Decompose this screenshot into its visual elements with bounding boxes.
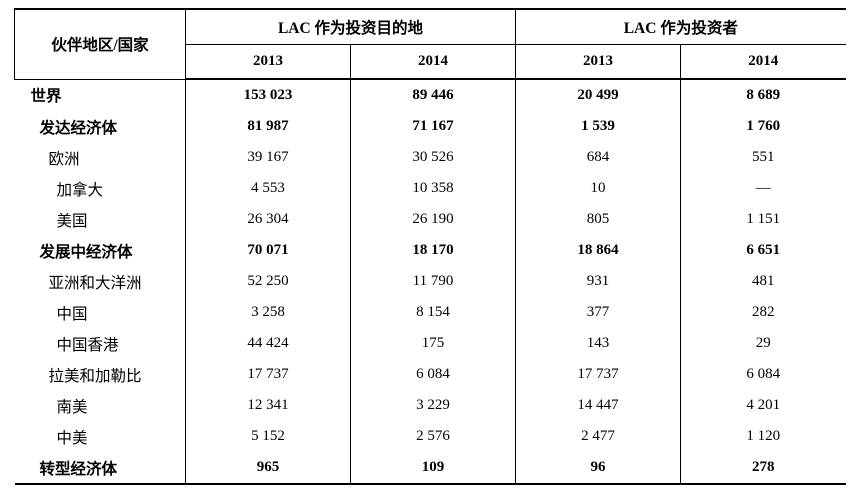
table-row-latin-america-caribbean: 拉美和加勒比 17 737 6 084 17 737 6 084 <box>15 359 846 390</box>
table-row-china: 中国 3 258 8 154 377 282 <box>15 297 846 328</box>
table-row-usa: 美国 26 304 26 190 805 1 151 <box>15 204 846 235</box>
cell-value: 70 071 <box>185 235 351 266</box>
cell-value: 2 576 <box>349 421 516 452</box>
table-row-transition-economies: 转型经济体 965 109 96 278 <box>15 452 846 484</box>
table-row-asia-oceania: 亚洲和大洋洲 52 250 11 790 931 481 <box>15 266 846 297</box>
cell-value: 81 987 <box>185 111 351 142</box>
table-row-world: 世界 153 023 89 446 20 499 8 689 <box>15 79 846 111</box>
cell-value: 14 447 <box>515 390 681 421</box>
cell-value: 44 424 <box>185 328 351 359</box>
row-label: 发达经济体 <box>39 119 118 137</box>
table-body: 世界 153 023 89 446 20 499 8 689 发达经济体 81 … <box>15 79 846 484</box>
cell-value: 17 737 <box>515 359 681 390</box>
table-header: 伙伴地区/国家 LAC 作为投资目的地 LAC 作为投资者 2013 2014 … <box>14 9 846 80</box>
row-label: 中美 <box>56 429 88 447</box>
cell-value: 805 <box>515 204 681 235</box>
cell-value: 6 084 <box>680 359 846 390</box>
cell-value: 6 084 <box>349 359 516 390</box>
year-header: 2014 <box>349 44 516 80</box>
year-header-row: 2013 2014 2013 2014 <box>15 44 846 80</box>
cell-value: 20 499 <box>515 79 681 111</box>
table-row-central-america: 中美 5 152 2 576 2 477 1 120 <box>15 421 846 452</box>
cell-value: 18 864 <box>515 235 681 266</box>
cell-value: 143 <box>515 328 681 359</box>
cell-value: 29 <box>680 328 846 359</box>
cell-value: 684 <box>515 142 681 173</box>
cell-value: 551 <box>680 142 846 173</box>
cell-value: 71 167 <box>349 111 516 142</box>
cell-value: 10 358 <box>349 173 516 204</box>
row-label: 美国 <box>56 212 88 230</box>
cell-value: 3 258 <box>185 297 351 328</box>
cell-value: 1 120 <box>680 421 846 452</box>
cell-value: 2 477 <box>515 421 681 452</box>
cell-value: 4 553 <box>185 173 351 204</box>
row-label: 南美 <box>56 398 88 416</box>
row-label: 拉美和加勒比 <box>48 367 142 385</box>
cell-value: 52 250 <box>185 266 351 297</box>
cell-value: 481 <box>680 266 846 297</box>
cell-value: 89 446 <box>349 79 516 111</box>
row-label: 中国 <box>56 305 88 323</box>
cell-value: 26 190 <box>349 204 516 235</box>
group-header-row: 伙伴地区/国家 LAC 作为投资目的地 LAC 作为投资者 <box>14 9 846 80</box>
cell-value: 8 154 <box>349 297 516 328</box>
row-label: 亚洲和大洋洲 <box>48 274 142 292</box>
cell-value: 17 737 <box>185 359 351 390</box>
row-label: 转型经济体 <box>39 460 118 478</box>
table-row-south-america: 南美 12 341 3 229 14 447 4 201 <box>15 390 846 421</box>
cell-value: 278 <box>680 452 846 484</box>
investment-statistics-table: 伙伴地区/国家 LAC 作为投资目的地 LAC 作为投资者 2013 2014 … <box>14 8 846 485</box>
cell-value: 377 <box>515 297 681 328</box>
row-label: 中国香港 <box>56 336 119 354</box>
group-header-lac-destination: LAC 作为投资目的地 <box>184 9 516 45</box>
cell-value: 153 023 <box>185 79 351 111</box>
row-label: 欧洲 <box>48 150 80 168</box>
cell-value: 39 167 <box>185 142 351 173</box>
cell-value: 96 <box>515 452 681 484</box>
table-row-developing-economies: 发展中经济体 70 071 18 170 18 864 6 651 <box>15 235 846 266</box>
cell-value: 26 304 <box>185 204 351 235</box>
cell-value: 8 689 <box>680 79 846 111</box>
table-row-developed-economies: 发达经济体 81 987 71 167 1 539 1 760 <box>15 111 846 142</box>
cell-value: 175 <box>349 328 516 359</box>
corner-header: 伙伴地区/国家 <box>14 9 186 80</box>
cell-value: 3 229 <box>349 390 516 421</box>
cell-value: 282 <box>680 297 846 328</box>
cell-value: 18 170 <box>349 235 516 266</box>
table-row-hong-kong-china: 中国香港 44 424 175 143 29 <box>15 328 846 359</box>
cell-value: 5 152 <box>185 421 351 452</box>
row-label: 发展中经济体 <box>39 243 133 261</box>
cell-value: 10 <box>515 173 681 204</box>
row-label: 加拿大 <box>56 181 104 199</box>
group-header-lac-investor: LAC 作为投资者 <box>515 9 846 45</box>
cell-value: 109 <box>349 452 516 484</box>
cell-value: 30 526 <box>349 142 516 173</box>
cell-value: 4 201 <box>680 390 846 421</box>
cell-value: 11 790 <box>349 266 516 297</box>
cell-value: — <box>680 173 846 204</box>
table-row-canada: 加拿大 4 553 10 358 10 — <box>15 173 846 204</box>
cell-value: 6 651 <box>680 235 846 266</box>
cell-value: 931 <box>515 266 681 297</box>
cell-value: 1 760 <box>680 111 846 142</box>
cell-value: 1 151 <box>680 204 846 235</box>
row-label: 世界 <box>30 88 62 106</box>
table-row-europe: 欧洲 39 167 30 526 684 551 <box>15 142 846 173</box>
cell-value: 1 539 <box>515 111 681 142</box>
cell-value: 12 341 <box>185 390 351 421</box>
year-header: 2013 <box>185 44 351 80</box>
year-header: 2014 <box>680 44 846 80</box>
cell-value: 965 <box>185 452 351 484</box>
year-header: 2013 <box>515 44 681 80</box>
